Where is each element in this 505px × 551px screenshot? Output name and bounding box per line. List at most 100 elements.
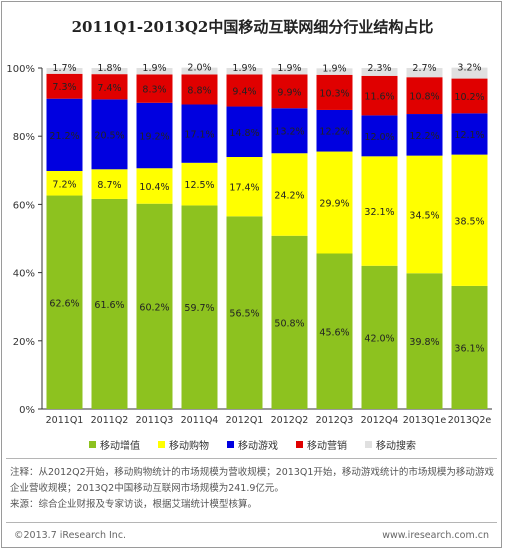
legend-label: 移动游戏 [238,441,278,452]
data-label: 8.3% [142,85,166,96]
bar-segment [136,74,173,103]
legend-swatch [89,441,96,448]
bar-segment [316,74,353,110]
legend-swatch [227,441,234,448]
data-label: 1.7% [52,63,76,74]
data-label: 8.7% [97,180,121,191]
data-label: 1.8% [97,63,121,74]
data-label: 2.3% [367,63,391,74]
data-label: 39.8% [409,337,439,348]
bar-segment [91,99,128,170]
bar-segment [361,265,398,409]
y-tick-label: 80% [13,132,35,143]
note-text: 注释：从2012Q2开始，移动购物统计的市场规模为营收规模；2013Q1开始，移… [10,465,495,513]
bar-segment [181,74,218,105]
data-label: 19.2% [139,132,169,143]
bar-segment [451,113,488,155]
bar-segment [91,74,128,100]
data-label: 1.9% [322,63,346,74]
x-tick-label: 2012Q1 [226,415,264,426]
bar-segment [451,285,488,409]
data-label: 12.2% [409,131,439,142]
bar-segment [361,115,398,157]
legend-swatch [296,441,303,448]
bar-segment [271,235,308,409]
x-tick-label: 2012Q4 [361,415,399,426]
data-label: 20.5% [94,130,124,141]
legend-label: 移动搜索 [376,441,416,452]
bar-segment [136,203,173,409]
data-label: 59.7% [184,303,214,314]
bar-segment [91,169,128,199]
note-line: 注释：从2012Q2开始，移动购物统计的市场规模为营收规模；2013Q1开始，移… [10,467,494,494]
y-tick-label: 40% [13,269,35,280]
bar-segment [181,162,218,206]
bar-segment [46,170,83,196]
bar-segment [226,216,263,409]
bar-segment [406,155,443,274]
y-tick-label: 20% [13,337,35,348]
data-label: 61.6% [94,300,124,311]
bar-segment [181,205,218,409]
bar-segment [181,104,218,163]
data-label: 24.2% [274,191,304,202]
data-label: 62.6% [49,298,79,309]
x-tick-label: 2011Q2 [91,415,129,426]
x-tick-label: 2013Q2e [448,415,492,426]
bar-segment [451,78,488,114]
divider [6,458,497,459]
y-tick-label: 0% [19,405,35,416]
data-label: 10.4% [139,182,169,193]
legend-label: 移动购物 [169,441,209,452]
data-label: 2.0% [187,63,211,74]
chart-title: 2011Q1-2013Q2中国移动互联网细分行业结构占比 [71,18,434,36]
y-tick-label: 100% [6,64,35,75]
bar-segment [46,73,83,99]
bar-segment [406,77,443,115]
data-label: 12.2% [319,127,349,138]
data-label: 7.4% [97,83,121,94]
data-label: 38.5% [454,216,484,227]
data-label: 2.7% [412,63,436,74]
data-label: 50.8% [274,318,304,329]
legend-label: 移动营销 [307,441,347,452]
bar-segment [316,109,353,152]
divider [6,522,497,523]
legend-swatch [365,441,372,448]
data-label: 12.5% [184,180,214,191]
data-label: 10.2% [454,92,484,103]
data-label: 10.8% [409,92,439,103]
data-label: 9.9% [277,87,301,98]
data-label: 9.4% [232,87,256,98]
x-tick-label: 2012Q3 [316,415,354,426]
bar-segment [361,75,398,116]
bar-segment [136,102,173,169]
data-label: 34.5% [409,210,439,221]
bar-segment [226,106,263,158]
bar-segment [406,273,443,409]
legend-item: 移动搜索 [365,437,416,452]
data-label: 1.9% [232,63,256,74]
bar-segment [451,67,488,79]
bar-segment [316,151,353,254]
legend-item: 移动营销 [296,437,347,452]
data-label: 7.2% [52,179,76,190]
bar-segment [46,195,83,409]
x-tick-label: 2012Q2 [271,415,309,426]
bar-segment [316,68,353,75]
data-label: 12.1% [454,130,484,141]
data-label: 12.0% [364,132,394,143]
data-label: 13.2% [274,127,304,138]
x-tick-label: 2011Q4 [181,415,219,426]
bar-segment [361,68,398,76]
x-tick-label: 2011Q1 [46,415,84,426]
data-label: 17.4% [229,183,259,194]
bar-segment [271,153,308,236]
source-line: 来源：综合企业财报及专家访谈，根据艾瑞统计模型核算。 [10,499,258,510]
bar-segment [271,68,308,75]
data-label: 60.2% [139,302,169,313]
bar-segment [271,108,308,154]
legend-swatch [158,441,165,448]
x-tick-label: 2011Q3 [136,415,174,426]
